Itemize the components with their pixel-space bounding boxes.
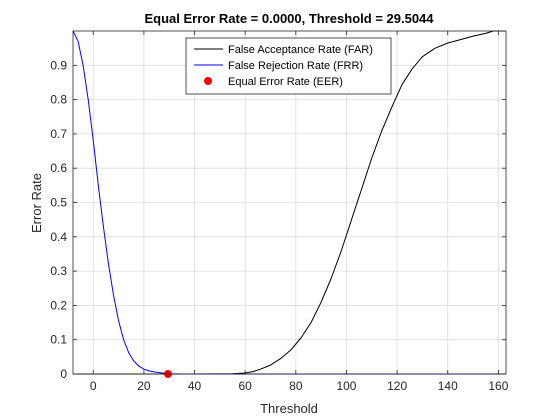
legend-eer-marker [204,77,212,85]
far-line [73,30,506,375]
y-tick-label: 0.3 [50,264,67,278]
legend: False Acceptance Rate (FAR) False Reject… [185,37,392,95]
y-tick-label: 0.4 [50,230,67,244]
x-tick-label: 100 [336,379,356,393]
x-tick-label: 60 [239,379,253,393]
x-tick-label: 140 [438,379,458,393]
x-tick-label: 40 [188,379,202,393]
x-tick-label: 160 [488,379,508,393]
y-tick-label: 0.9 [50,58,67,72]
y-tick-label: 0.8 [50,93,67,107]
legend-eer-label: Equal Error Rate (EER) [228,76,343,88]
x-axis-label: Threshold [260,401,318,416]
y-tick-label: 0.6 [50,161,67,175]
x-tick-label: 80 [289,379,303,393]
legend-box [185,37,392,95]
legend-far-label: False Acceptance Rate (FAR) [228,44,373,56]
legend-frr-label: False Rejection Rate (FRR) [228,60,363,72]
y-tick-label: 0.2 [50,298,67,312]
x-tick-label: 20 [137,379,151,393]
y-tick-label: 0.7 [50,127,67,141]
x-tick-label: 120 [387,379,407,393]
y-tick-label: 0.1 [50,333,67,347]
y-tick-label: 0 [60,367,67,381]
axis-ticks: 0 20 40 60 80 100 120 140 160 0 0.1 0.2 0.3 0.4 0.5 0.6… [50,31,509,393]
y-tick-label: 0.5 [50,196,67,210]
y-axis-label: Error Rate [29,173,44,233]
chart-title: Equal Error Rate = 0.0000, Threshold = 2… [144,11,434,26]
x-tick-label: 0 [90,379,97,393]
